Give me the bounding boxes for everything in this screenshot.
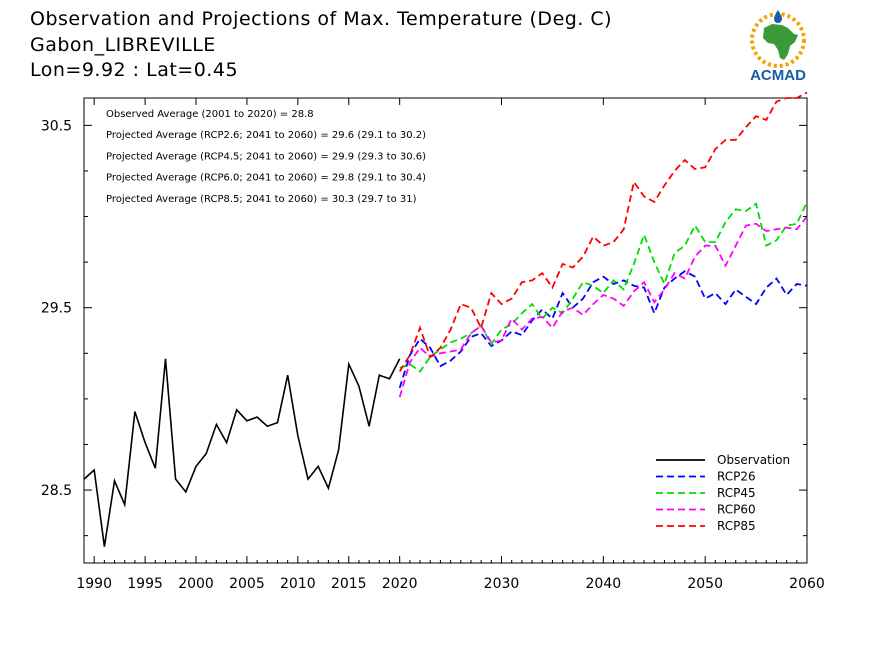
x-tick-label: 1995: [127, 576, 163, 592]
x-tick-label: 2020: [382, 576, 418, 592]
legend-label-rcp26: RCP26: [717, 470, 756, 484]
x-tick-label: 2000: [178, 576, 214, 592]
x-tick-label: 2060: [789, 576, 825, 592]
annotation-3: Projected Average (RCP4.5; 2041 to 2060)…: [106, 151, 426, 162]
y-tick-label: 28.5: [41, 483, 72, 499]
series-line-rcp45: [399, 201, 808, 373]
series-lines: [83, 91, 808, 547]
africa-map-logo-icon: ACMAD: [750, 10, 806, 84]
series-line-rcp85: [398, 91, 808, 372]
x-tick-label: 1990: [76, 576, 112, 592]
raindrop-icon: [774, 10, 782, 23]
logo-text: ACMAD: [750, 67, 806, 84]
legend-label-rcp45: RCP45: [717, 486, 756, 500]
location-name: Gabon_LIBREVILLE: [30, 34, 216, 56]
legend: Observation RCP26 RCP45 RCP60 RCP85: [656, 453, 790, 533]
series-line-observation: [83, 358, 401, 547]
x-tick-label: 2050: [687, 576, 723, 592]
x-axis: 1990 1995 2000 2005 2010 2015 2020 2030 2040 2050…: [76, 98, 825, 592]
annotations: Observed Average (2001 to 2020) = 28.8 Pr…: [106, 109, 426, 205]
chart-title: Observation and Projections of Max. Temp…: [30, 8, 613, 30]
annotation-2: Projected Average (RCP2.6; 2041 to 2060)…: [106, 130, 426, 141]
x-tick-label: 2005: [229, 576, 265, 592]
x-tick-label: 2040: [586, 576, 622, 592]
series-line-rcp60: [398, 215, 808, 398]
acmad-logo: ACMAD: [738, 8, 818, 84]
annotation-4: Projected Average (RCP6.0; 2041 to 2060)…: [106, 173, 426, 184]
x-tick-label: 2015: [331, 576, 367, 592]
y-axis: 28.5 29.5 30.5: [41, 118, 807, 537]
legend-label-rcp85: RCP85: [717, 519, 756, 533]
legend-label-observation: Observation: [717, 453, 790, 467]
x-tick-label: 2010: [280, 576, 316, 592]
africa-shape: [763, 24, 798, 60]
legend-label-rcp60: RCP60: [717, 503, 756, 517]
series-line-rcp26: [398, 270, 808, 389]
y-tick-label: 29.5: [41, 301, 72, 317]
plot-frame: [83, 97, 808, 564]
x-tick-label: 2030: [484, 576, 520, 592]
annotation-5: Projected Average (RCP8.5; 2041 to 2060)…: [106, 194, 417, 205]
annotation-1: Observed Average (2001 to 2020) = 28.8: [106, 109, 314, 120]
coordinates-label: Lon=9.92 : Lat=0.45: [30, 59, 239, 81]
y-tick-label: 30.5: [41, 118, 72, 134]
